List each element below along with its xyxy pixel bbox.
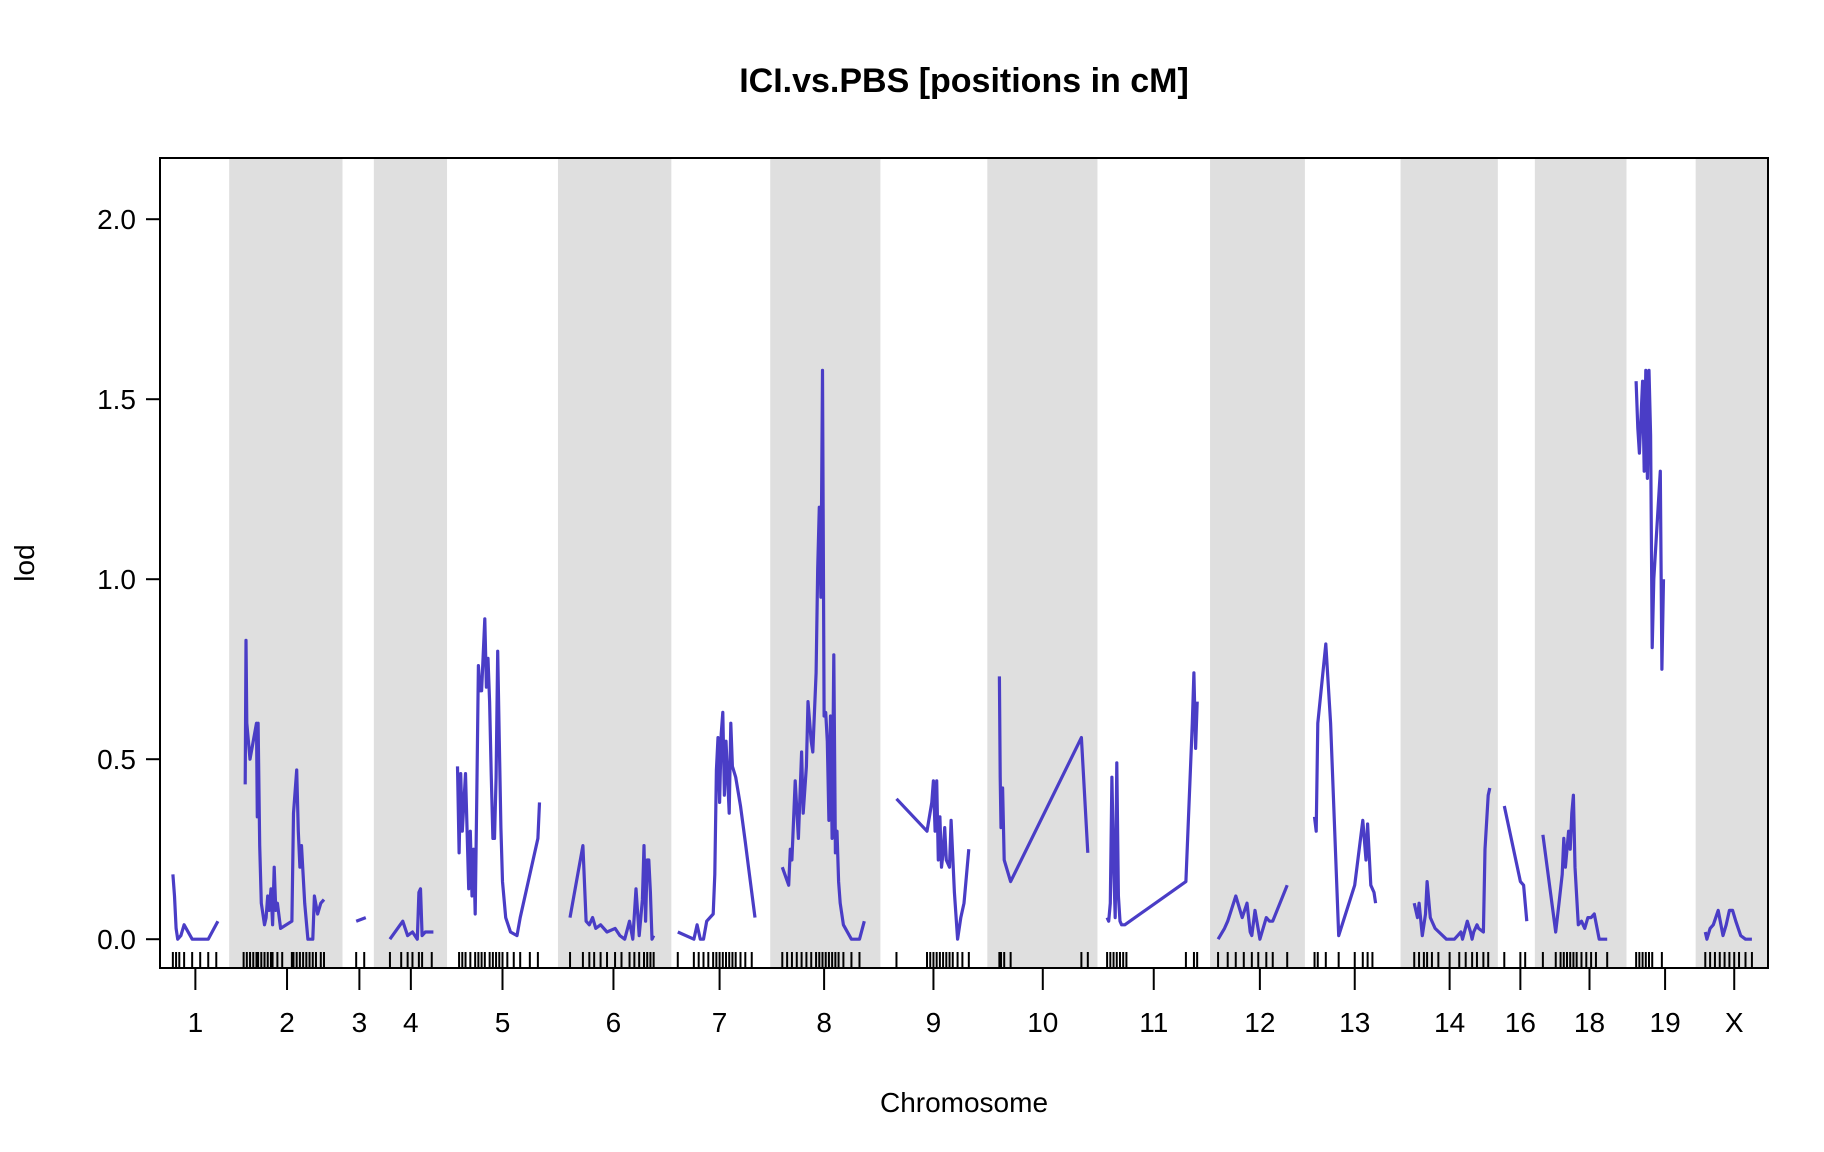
chromosome-label-8: 8	[816, 1007, 832, 1038]
lod-line-chr-7	[677, 710, 757, 941]
lod-line-chr-18	[1541, 793, 1608, 941]
chromosome-label-7: 7	[712, 1007, 728, 1038]
lod-line-chr-8	[780, 368, 866, 941]
chromosome-label-3: 3	[352, 1007, 368, 1038]
chromosome-band-18	[1534, 158, 1627, 968]
chromosome-label-13: 13	[1339, 1007, 1370, 1038]
chromosome-label-16: 16	[1505, 1007, 1536, 1038]
lod-line-chr-1	[171, 874, 220, 941]
x-axis: 1 2 3 4 5 6 7 8 9 10 11 12 13 14 16 18 19 X	[188, 968, 1744, 1038]
chromosome-label-11: 11	[1139, 1007, 1168, 1038]
chromosome-band-10	[987, 158, 1098, 968]
lod-line-chr-10	[997, 676, 1090, 884]
lod-line-chr-19	[1634, 368, 1666, 671]
chromosome-label-5: 5	[495, 1007, 511, 1038]
chromosome-label-1: 1	[188, 1007, 204, 1038]
chromosome-label-19: 19	[1650, 1007, 1681, 1038]
lod-line-chr-13	[1312, 642, 1378, 938]
chromosome-band-2	[229, 158, 343, 968]
y-tick-label: 2.0	[97, 204, 136, 235]
lod-line-chr-4	[388, 887, 434, 941]
chromosome-band-14	[1400, 158, 1498, 968]
chromosome-label-2: 2	[279, 1007, 295, 1038]
marker-rug	[171, 952, 1753, 968]
y-tick-label: 0.0	[97, 924, 136, 955]
lod-line-chr-16	[1502, 805, 1529, 922]
chromosome-bands	[229, 158, 1768, 968]
lod-line-chr-5	[455, 617, 542, 938]
chromosome-label-14: 14	[1434, 1007, 1465, 1038]
y-tick-label: 1.0	[97, 564, 136, 595]
plot-frame	[159, 157, 1769, 969]
chromosome-label-18: 18	[1574, 1007, 1605, 1038]
chromosome-band-X	[1695, 158, 1768, 968]
lod-line-chr-14	[1412, 787, 1492, 941]
lod-line-chr-12	[1216, 884, 1289, 941]
chromosome-label-X: X	[1725, 1007, 1744, 1038]
chromosome-band-4	[373, 158, 448, 968]
lod-line-chr-11	[1105, 671, 1199, 927]
lod-line-chr-9	[895, 779, 971, 941]
x-axis-label: Chromosome	[880, 1087, 1048, 1118]
chromosome-label-12: 12	[1244, 1007, 1275, 1038]
chromosome-band-6	[557, 158, 672, 968]
chromosome-label-6: 6	[606, 1007, 622, 1038]
lod-line-chr-2	[243, 638, 326, 941]
chromosome-label-9: 9	[926, 1007, 942, 1038]
y-axis-label: lod	[9, 544, 40, 581]
y-tick-label: 1.5	[97, 384, 136, 415]
y-axis: 0.0 0.5 1.0 1.5 2.0	[97, 204, 160, 955]
chromosome-label-4: 4	[403, 1007, 419, 1038]
chart-title: ICI.vs.PBS [positions in cM]	[739, 62, 1189, 100]
lod-line-chr-3	[355, 916, 367, 923]
chromosome-band-12	[1210, 158, 1305, 968]
chromosome-band-8	[770, 158, 881, 968]
lod-line-chr-6	[568, 843, 656, 941]
lod-lines	[171, 368, 1752, 941]
chromosome-label-10: 10	[1027, 1007, 1058, 1038]
lod-line-chr-X	[1703, 908, 1752, 941]
y-tick-label: 0.5	[97, 744, 136, 775]
